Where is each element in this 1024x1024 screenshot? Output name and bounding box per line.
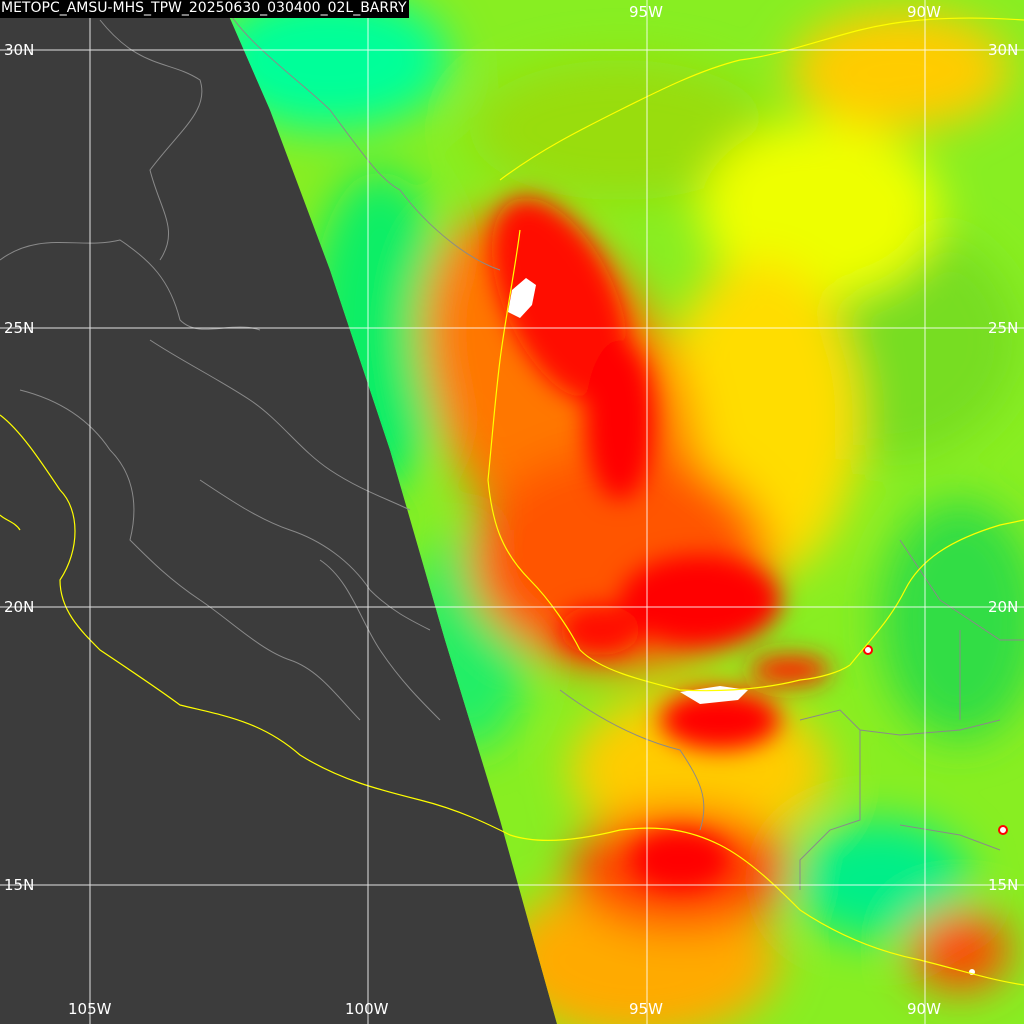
coastline xyxy=(0,17,1024,986)
image-title: METOPC_AMSU-MHS_TPW_20250630_030400_02L_… xyxy=(0,0,409,18)
tpw-max-patch xyxy=(863,645,873,655)
lat-label-right-15n: 15N xyxy=(988,876,1019,894)
tpw-max-patch xyxy=(998,825,1008,835)
lon-label-90w: 90W xyxy=(907,1000,941,1018)
lat-label-25n: 25N xyxy=(4,319,35,337)
lat-label-right-30n: 30N xyxy=(988,41,1019,59)
lon-label-top-90w: 90W xyxy=(907,3,941,21)
lat-label-15n: 15N xyxy=(4,876,35,894)
lat-label-20n: 20N xyxy=(4,598,35,616)
lon-label-95w: 95W xyxy=(629,1000,663,1018)
state-borders xyxy=(0,0,1024,890)
tpw-max-patch xyxy=(508,278,536,318)
lat-label-right-25n: 25N xyxy=(988,319,1019,337)
lon-label-105w: 105W xyxy=(68,1000,112,1018)
lat-label-30n: 30N xyxy=(4,41,35,59)
lat-label-right-20n: 20N xyxy=(988,598,1019,616)
lon-label-top-95w: 95W xyxy=(629,3,663,21)
lon-label-100w: 100W xyxy=(345,1000,389,1018)
